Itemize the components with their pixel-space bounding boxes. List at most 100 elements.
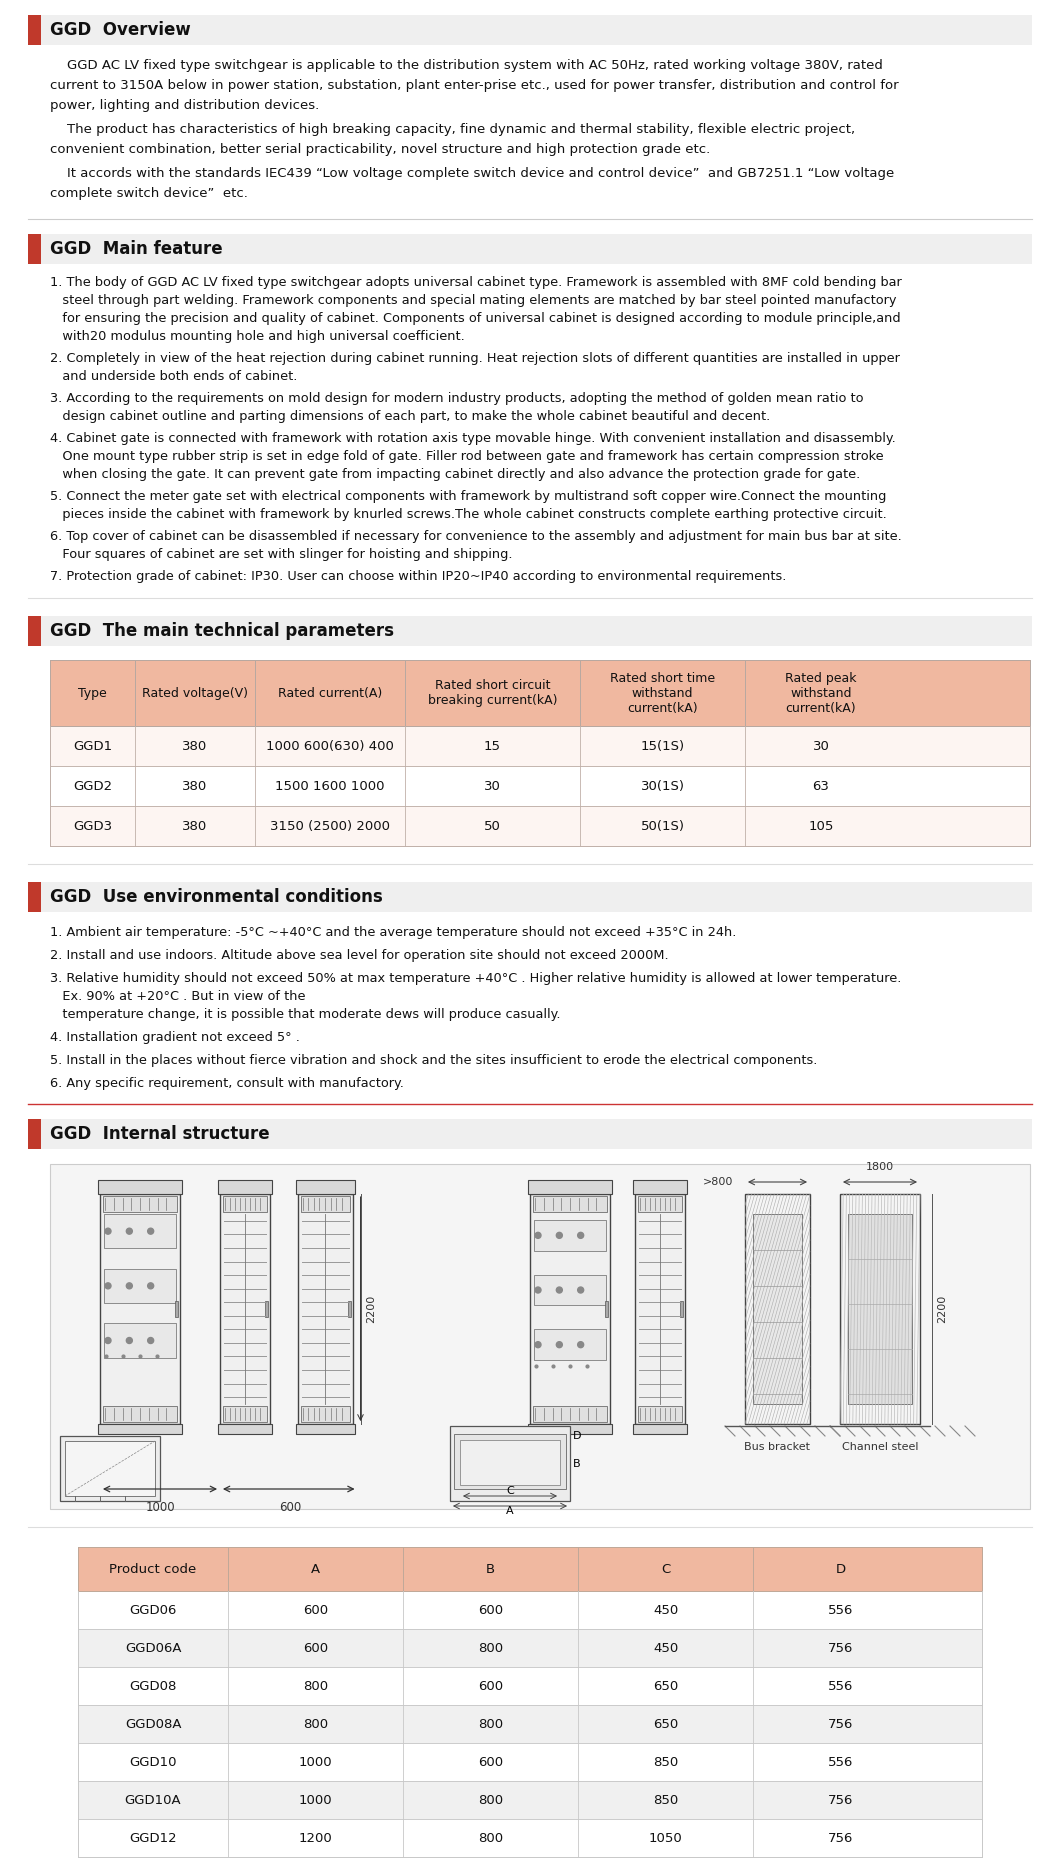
Text: B: B	[573, 1458, 581, 1469]
Text: A: A	[507, 1506, 514, 1516]
Bar	[296, 1180, 354, 1193]
Text: 50(1S): 50(1S)	[640, 820, 685, 833]
Bar	[65, 1441, 155, 1495]
Text: 850: 850	[653, 1793, 678, 1807]
Text: convenient combination, better serial practicability, novel structure and high p: convenient combination, better serial pr…	[50, 143, 710, 156]
Text: 3150 (2500) 2000: 3150 (2500) 2000	[270, 820, 390, 833]
Bar	[633, 1424, 687, 1435]
Text: 800: 800	[478, 1642, 503, 1655]
Circle shape	[126, 1229, 132, 1234]
Text: GGD  Use environmental conditions: GGD Use environmental conditions	[50, 887, 383, 906]
Bar	[638, 1197, 682, 1212]
Text: GGD  The main technical parameters: GGD The main technical parameters	[50, 623, 394, 640]
Text: 4. Installation gradient not exceed 5° .: 4. Installation gradient not exceed 5° .	[50, 1032, 300, 1045]
Bar	[300, 1197, 350, 1212]
Circle shape	[147, 1338, 154, 1343]
Text: 800: 800	[303, 1718, 328, 1730]
Text: 380: 380	[182, 820, 208, 833]
Text: 556: 556	[828, 1604, 853, 1617]
Text: It accords with the standards IEC439 “Low voltage complete switch device and con: It accords with the standards IEC439 “Lo…	[50, 167, 895, 180]
Text: Rated current(A): Rated current(A)	[278, 687, 382, 700]
Text: D: D	[835, 1563, 846, 1576]
Circle shape	[126, 1283, 132, 1289]
Text: GGD2: GGD2	[73, 780, 112, 792]
Bar	[104, 1268, 176, 1304]
Text: 63: 63	[813, 780, 829, 792]
Text: Rated peak
withstand
current(kA): Rated peak withstand current(kA)	[785, 672, 856, 715]
Bar	[840, 1193, 920, 1424]
Text: GGD  Internal structure: GGD Internal structure	[50, 1126, 269, 1142]
Text: 3. According to the requirements on mold design for modern industry products, ad: 3. According to the requirements on mold…	[50, 392, 864, 405]
Bar	[28, 882, 41, 912]
Text: temperature change, it is possible that moderate dews will produce casually.: temperature change, it is possible that …	[50, 1007, 561, 1021]
Bar	[104, 1214, 176, 1248]
Bar	[78, 1820, 982, 1857]
Circle shape	[556, 1287, 563, 1293]
Text: 2200: 2200	[937, 1294, 947, 1323]
Bar	[533, 1197, 607, 1212]
Text: 1500 1600 1000: 1500 1600 1000	[276, 780, 385, 792]
Text: D: D	[573, 1431, 582, 1441]
Text: current to 3150A below in power station, substation, plant enter-prise etc., use: current to 3150A below in power station,…	[50, 79, 899, 92]
Bar	[533, 1405, 607, 1422]
Text: GGD3: GGD3	[73, 820, 112, 833]
Text: 450: 450	[653, 1642, 678, 1655]
Text: 105: 105	[809, 820, 833, 833]
Bar	[50, 807, 1030, 846]
Text: 600: 600	[478, 1679, 503, 1692]
Text: GGD12: GGD12	[129, 1831, 177, 1844]
Bar	[98, 1180, 182, 1193]
Text: 756: 756	[828, 1642, 853, 1655]
Circle shape	[578, 1287, 584, 1293]
Bar	[28, 615, 41, 645]
Bar	[528, 1180, 612, 1193]
Text: 1050: 1050	[649, 1831, 683, 1844]
Bar	[28, 15, 1032, 45]
Text: 15: 15	[484, 739, 501, 752]
Bar	[534, 1330, 606, 1360]
Text: Type: Type	[78, 687, 107, 700]
Text: GGD10A: GGD10A	[125, 1793, 181, 1807]
Bar	[528, 1424, 612, 1435]
Bar	[28, 234, 1032, 265]
Bar	[534, 1276, 606, 1306]
Text: 1. The body of GGD AC LV fixed type switchgear adopts universal cabinet type. Fr: 1. The body of GGD AC LV fixed type swit…	[50, 276, 902, 289]
Bar	[681, 1300, 683, 1317]
Text: Product code: Product code	[109, 1563, 196, 1576]
Bar	[28, 15, 41, 45]
Text: Rated short time
withstand
current(kA): Rated short time withstand current(kA)	[610, 672, 716, 715]
Text: 756: 756	[828, 1718, 853, 1730]
Bar	[78, 1705, 982, 1743]
Text: 50: 50	[484, 820, 501, 833]
Text: 1000: 1000	[145, 1501, 175, 1514]
Bar	[78, 1548, 982, 1591]
Bar	[300, 1405, 350, 1422]
Text: design cabinet outline and parting dimensions of each part, to make the whole ca: design cabinet outline and parting dimen…	[50, 411, 771, 422]
Text: steel through part welding. Framework components and special mating elements are: steel through part welding. Framework co…	[50, 295, 897, 308]
Circle shape	[147, 1229, 154, 1234]
Bar	[60, 1435, 160, 1501]
Text: 600: 600	[279, 1501, 301, 1514]
Text: 650: 650	[653, 1679, 678, 1692]
Bar	[745, 1193, 810, 1424]
Bar	[223, 1197, 267, 1212]
Text: 6. Any specific requirement, consult with manufactory.: 6. Any specific requirement, consult wit…	[50, 1077, 404, 1090]
Bar	[534, 1219, 606, 1251]
Text: 380: 380	[182, 780, 208, 792]
Bar	[454, 1433, 566, 1490]
Text: 800: 800	[303, 1679, 328, 1692]
Bar	[78, 1591, 982, 1628]
Text: for ensuring the precision and quality of cabinet. Components of universal cabin: for ensuring the precision and quality o…	[50, 311, 901, 325]
Bar	[296, 1424, 354, 1435]
Text: Channel steel: Channel steel	[842, 1443, 918, 1452]
Text: 800: 800	[478, 1831, 503, 1844]
Circle shape	[535, 1287, 541, 1293]
Text: 556: 556	[828, 1679, 853, 1692]
Text: complete switch device”  etc.: complete switch device” etc.	[50, 188, 248, 201]
Text: C: C	[506, 1486, 514, 1495]
Bar	[104, 1323, 176, 1358]
Bar	[530, 1193, 610, 1424]
Text: GGD06: GGD06	[129, 1604, 177, 1617]
Bar	[218, 1424, 272, 1435]
Bar	[223, 1405, 267, 1422]
